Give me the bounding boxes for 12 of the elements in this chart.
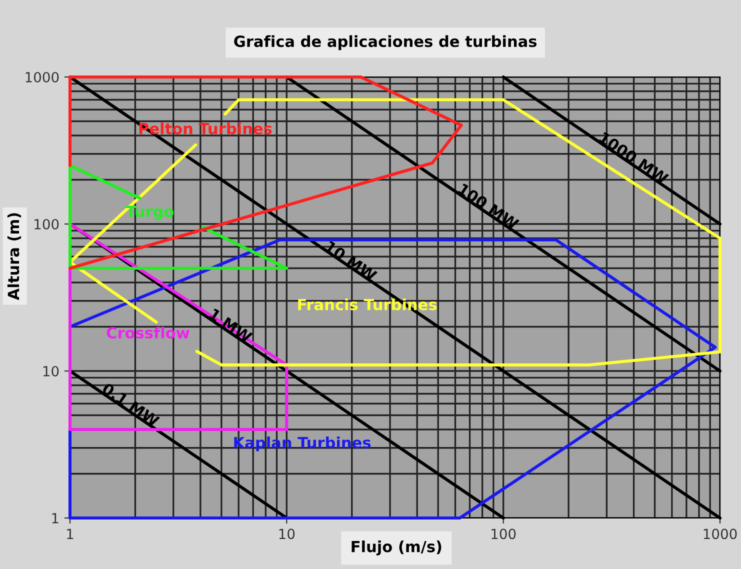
y-tick-label: 10 (43, 366, 59, 376)
y-axis-title: Altura (m) (7, 213, 22, 300)
y-tick-label: 1 (52, 513, 58, 524)
y-tick-label: 100 (34, 218, 59, 230)
y-tick-label: 1000 (26, 72, 59, 82)
x-tick-label: 100 (492, 528, 516, 540)
chart-title: Grafica de aplicaciones de turbinas (234, 35, 537, 50)
x-axis-title: Flujo (m/s) (352, 540, 442, 556)
line-series (68, 222, 288, 432)
x-tick-label: 10 (279, 528, 295, 540)
x-tick-label: 1 (67, 528, 74, 539)
x-tick-label: 1000 (704, 528, 737, 540)
